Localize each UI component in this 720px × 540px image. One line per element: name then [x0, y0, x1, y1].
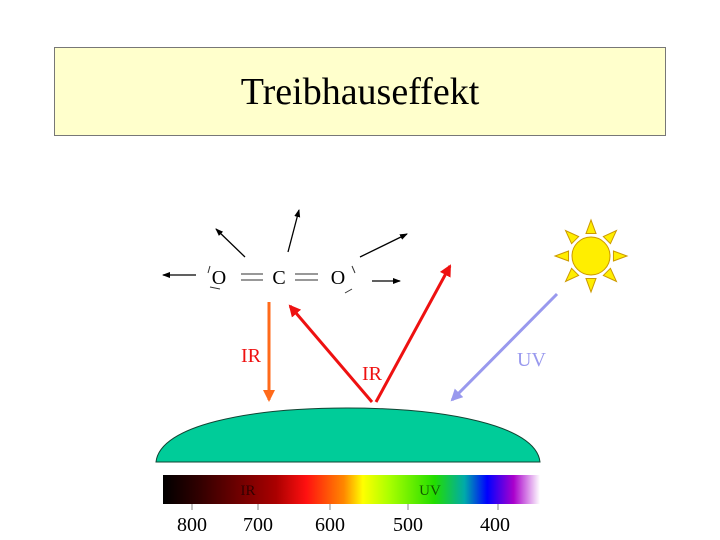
tick-label: 400: [480, 514, 510, 536]
atom-oxygen-right: O: [331, 267, 345, 289]
sun-ray: [612, 250, 629, 262]
uv-arrow: [450, 292, 559, 402]
sun-ray: [564, 229, 580, 245]
sun-icon: [553, 218, 629, 294]
atom-carbon: C: [272, 267, 285, 289]
vibration-ticks: [207, 265, 356, 294]
page-title: Treibhauseffekt: [240, 70, 480, 113]
ir-up-arrow: [374, 264, 452, 403]
atom-oxygen-left: O: [212, 267, 226, 289]
tick-label: 700: [243, 514, 273, 536]
sun-ray: [585, 277, 597, 294]
spectrum-uv-label: UV: [419, 483, 441, 499]
ir-label-center: IR: [362, 363, 383, 385]
spectrum-ir-label: IR: [241, 483, 256, 499]
sun-ray: [585, 218, 597, 235]
ir-reflect-left-arrow: [288, 304, 374, 403]
double-bonds: [241, 273, 318, 281]
spectrum-bar: IR UV 800 700 600 500 400: [163, 475, 540, 536]
sun-ray: [602, 267, 618, 283]
sun-ray: [553, 250, 570, 262]
uv-label: UV: [517, 349, 546, 371]
vibration-arrows: [162, 209, 408, 284]
tick-label: 500: [393, 514, 423, 536]
earth-surface: [155, 407, 541, 463]
tick-label: 800: [177, 514, 207, 536]
co2-molecule: O C O: [162, 209, 408, 294]
tick-label: 600: [315, 514, 345, 536]
ir-label-left: IR: [241, 345, 262, 367]
sun-ray: [602, 229, 618, 245]
title-box: Treibhauseffekt: [54, 47, 666, 136]
sun-ray: [564, 267, 580, 283]
